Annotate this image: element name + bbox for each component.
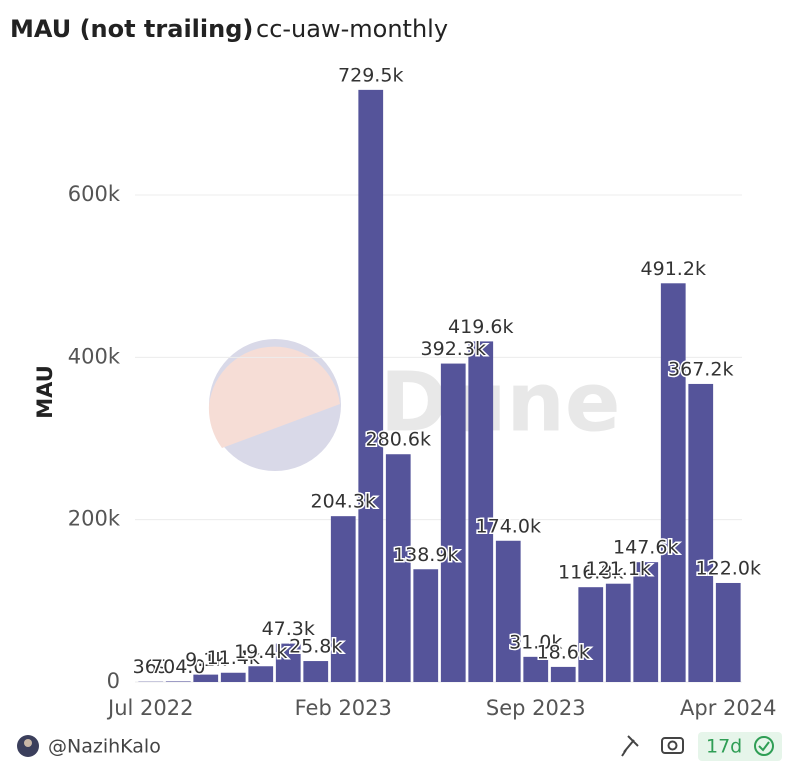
value-label: 491.2k xyxy=(641,258,706,280)
check-mark xyxy=(758,741,770,752)
value-label: 122.0k xyxy=(696,557,761,579)
value-label: 419.6k xyxy=(448,316,513,338)
chart-subtitle: cc-uaw-monthly xyxy=(256,15,448,43)
y-tick-label: 400k xyxy=(68,344,121,368)
screenshot-icon[interactable] xyxy=(661,737,684,754)
bar xyxy=(605,583,631,682)
y-tick-label: 0 xyxy=(107,669,120,693)
value-label: 280.6k xyxy=(366,429,431,451)
value-label: 367.2k xyxy=(668,358,733,380)
value-label: 121.1k xyxy=(586,558,651,580)
value-label: 147.6k xyxy=(613,537,678,559)
value-label: 31.0k xyxy=(509,631,562,653)
y-axis-label: MAU xyxy=(33,365,57,419)
bar xyxy=(248,666,274,682)
x-tick-label: Feb 2023 xyxy=(295,696,392,720)
value-label: 729.5k xyxy=(338,64,403,86)
y-tick-label: 200k xyxy=(68,507,121,531)
author[interactable]: @NazihKalo xyxy=(48,736,161,758)
watermark: Dune xyxy=(208,339,620,471)
x-tick-label: Apr 2024 xyxy=(680,696,776,720)
plot: 0 200k 400k 600k Jul 2022 Feb 2023 Sep 2023 Apr… xyxy=(68,63,777,720)
bar xyxy=(523,656,549,682)
age: 17d xyxy=(706,736,742,758)
chart-title: MAU (not trailing) xyxy=(10,15,253,43)
watermark-text: Dune xyxy=(380,355,620,450)
bar xyxy=(358,89,384,682)
bar xyxy=(440,363,466,682)
value-label: 174.0k xyxy=(476,515,541,537)
value-label: 704.0 xyxy=(151,656,205,678)
bar xyxy=(550,666,576,682)
x-tick-label: Jul 2022 xyxy=(106,696,193,720)
bar xyxy=(578,587,604,682)
bar xyxy=(220,672,246,682)
watermark-logo-half xyxy=(208,346,340,448)
bar xyxy=(330,516,356,682)
bar xyxy=(165,681,191,682)
bar xyxy=(660,283,686,682)
embed-icon[interactable] xyxy=(621,735,639,757)
screenshot-icon-lens xyxy=(667,740,678,751)
bar xyxy=(715,582,741,682)
value-label: 18.6k xyxy=(537,641,590,663)
value-label: 9.1k xyxy=(185,649,226,671)
bar xyxy=(413,569,439,682)
bar xyxy=(193,674,219,682)
bar xyxy=(633,562,659,682)
value-label: 369 xyxy=(133,656,169,678)
bar xyxy=(688,383,714,682)
x-tick-label: Sep 2023 xyxy=(486,696,586,720)
value-label: 25.8k xyxy=(289,636,342,658)
value-label: 116.8k xyxy=(558,562,623,584)
bar xyxy=(275,643,301,682)
y-tick-label: 600k xyxy=(68,182,121,206)
avatar-face xyxy=(24,739,32,747)
footer: @NazihKalo 17d xyxy=(17,732,782,761)
bar xyxy=(468,341,494,682)
value-label: 11.4k xyxy=(207,647,260,669)
bar xyxy=(385,454,411,682)
check-icon xyxy=(754,736,774,756)
bar xyxy=(495,540,521,682)
value-label: 392.3k xyxy=(421,338,486,360)
value-label: 138.9k xyxy=(393,544,458,566)
value-label: 204.3k xyxy=(311,491,376,513)
value-label: 19.4k xyxy=(234,641,287,663)
value-label: 47.3k xyxy=(262,618,315,640)
bar xyxy=(303,661,329,682)
